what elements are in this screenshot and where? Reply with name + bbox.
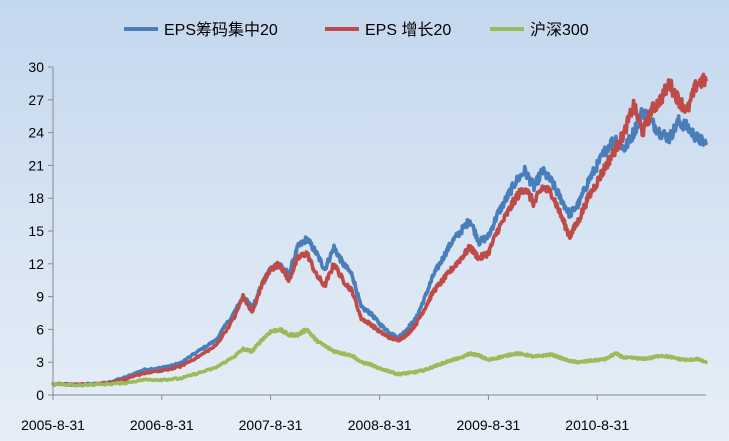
y-tick-label: 15: [28, 223, 44, 239]
plot-area: [53, 67, 706, 395]
axes-layer: 0 3 6 9 12 15 18 21 24 27 30 2005-8-31 2006-8-31 2007…: [21, 59, 706, 433]
x-tick-label: 2006-8-31: [130, 417, 194, 433]
y-tick-label: 27: [28, 92, 44, 108]
y-tick-label: 24: [28, 125, 44, 141]
y-tick-label: 12: [28, 256, 44, 272]
x-tick-label: 2008-8-31: [348, 417, 412, 433]
y-tick-label: 0: [36, 387, 44, 403]
y-tick-label: 18: [28, 190, 44, 206]
series-layer: [51, 72, 708, 388]
x-tick-label: 2005-8-31: [21, 417, 85, 433]
x-tick-label: 2007-8-31: [239, 417, 303, 433]
y-tick-label: 21: [28, 157, 44, 173]
legend-label-1: EPS 增长20: [365, 21, 451, 39]
legend-label-2: 沪深300: [530, 21, 589, 39]
y-tick-label: 30: [28, 59, 44, 75]
y-tick-label: 3: [36, 354, 44, 370]
series-line-1: [51, 72, 708, 387]
series-line-0: [51, 107, 708, 387]
x-tick-label: 2010-8-31: [565, 417, 629, 433]
x-tick-label: 2009-8-31: [457, 417, 521, 433]
legend: EPS筹码集中20 EPS 增长20 沪深300: [124, 21, 589, 39]
y-tick-label: 9: [36, 289, 44, 305]
series-line-2: [51, 327, 708, 388]
legend-label-0: EPS筹码集中20: [164, 21, 278, 39]
y-tick-label: 6: [36, 321, 44, 337]
